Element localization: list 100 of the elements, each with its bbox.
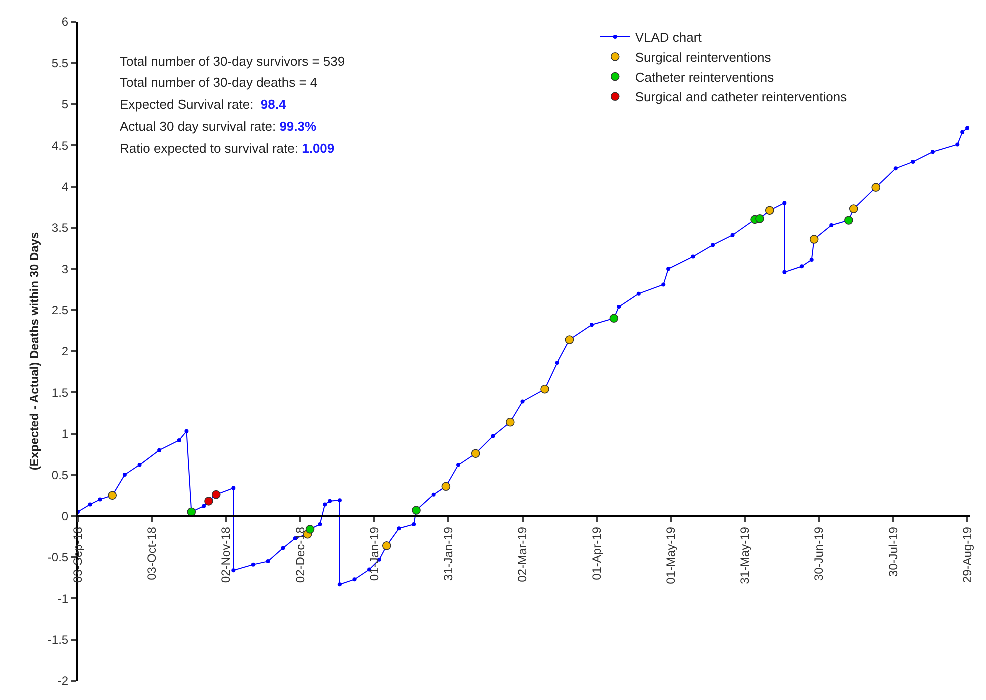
point (711, 243, 716, 248)
x-tick-label: 30-Jul-19 (886, 526, 900, 578)
point (730, 233, 735, 238)
y-tick-label: 4 (62, 180, 69, 194)
point (158, 448, 162, 452)
point (323, 502, 328, 507)
point (691, 254, 696, 259)
x-tick-label: 02-Nov-18 (219, 526, 234, 584)
point (765, 206, 774, 216)
point (306, 525, 315, 534)
y-tick-label: 1 (62, 427, 69, 442)
point (756, 214, 764, 224)
point (872, 183, 881, 192)
point (782, 201, 787, 206)
y-tick-label: 1.5 (52, 386, 69, 400)
point (412, 506, 421, 515)
point (442, 482, 451, 491)
y-tick-label: -1 (58, 592, 69, 606)
point (122, 473, 127, 478)
y-tick-label: 0.5 (52, 468, 69, 482)
point (930, 150, 935, 154)
x-tick-label: 30-Jun-19 (812, 526, 826, 582)
y-tick-label: 2.5 (52, 304, 69, 318)
annotation: Total number of 30-day deaths = 4 (120, 75, 318, 90)
point (800, 264, 804, 269)
legend-label: Catheter reinterventions (635, 70, 775, 85)
annotation: Expected Survival rate: 98.4 (120, 97, 287, 112)
y-axis-title: (Expected - Actual) Deaths within 30 Days (28, 232, 42, 471)
point (266, 560, 270, 564)
point (966, 126, 970, 130)
point (432, 492, 436, 497)
y-tick-label: 3.5 (52, 221, 69, 236)
point (177, 438, 182, 442)
point (810, 235, 819, 244)
point (491, 434, 496, 438)
point (782, 270, 787, 274)
point (204, 497, 214, 506)
point (412, 522, 416, 526)
point (338, 498, 342, 503)
point (352, 578, 357, 582)
point (844, 216, 854, 225)
point (911, 160, 916, 164)
y-tick-label: 5.5 (52, 56, 69, 70)
point (956, 142, 960, 147)
point (202, 504, 206, 508)
point (506, 418, 515, 427)
point (810, 258, 814, 262)
point (590, 323, 594, 328)
point (456, 463, 461, 468)
point (232, 486, 236, 490)
point (520, 400, 525, 404)
x-tick-label: 29-Aug-19 (960, 526, 974, 584)
legend-label: VLAD chart (635, 30, 702, 46)
point (849, 204, 858, 214)
point (397, 526, 402, 531)
x-tick-label: 31-May-19 (738, 526, 752, 584)
point (318, 522, 322, 526)
point (382, 542, 392, 550)
legend-label: Surgical reinterventions (635, 50, 772, 65)
point (212, 490, 221, 500)
annotation: Total number of 30-day survivors = 539 (120, 54, 346, 69)
y-tick-label: 4.5 (52, 138, 69, 153)
point (830, 223, 834, 228)
x-tick-label: 02-Dec-18 (293, 526, 308, 584)
y-tick-label: -0.5 (48, 550, 69, 565)
point (610, 314, 619, 323)
point (232, 568, 236, 573)
point (617, 305, 622, 310)
point (138, 463, 142, 468)
point (540, 384, 550, 394)
point (98, 498, 102, 502)
point (636, 292, 641, 296)
point (281, 546, 286, 550)
x-tick-label: 01-May-19 (664, 526, 678, 584)
point (108, 491, 117, 500)
y-tick-label: 5 (62, 98, 69, 112)
annotation: Actual 30 day survival rate: 99.3% (120, 119, 317, 134)
y-tick-label: 0 (62, 509, 69, 524)
point (471, 449, 480, 458)
point (251, 562, 256, 567)
legend-label: Surgical and catheter reinterventions (635, 90, 848, 105)
y-tick-label: 6 (62, 15, 69, 30)
x-tick-label: 02-Mar-19 (516, 526, 530, 582)
x-tick-label: 03-Sep-18 (70, 526, 85, 584)
x-tick-label: 01-Jan-19 (367, 526, 382, 582)
point (338, 582, 342, 587)
y-tick-label: -1.5 (48, 633, 69, 648)
y-tick-label: -2 (58, 674, 69, 688)
x-tick-label: 03-Oct-18 (145, 526, 160, 580)
y-tick-label: 3 (62, 262, 69, 276)
point (184, 429, 189, 434)
point (555, 361, 560, 366)
point (88, 502, 92, 507)
x-tick-label: 31-Jan-19 (442, 526, 456, 582)
x-tick-label: 01-Apr-19 (590, 526, 604, 580)
annotation: Ratio expected to survival rate: 1.009 (120, 141, 335, 156)
point (666, 267, 671, 272)
y-tick-label: 2 (62, 344, 69, 359)
point (894, 166, 898, 171)
point (328, 499, 332, 504)
